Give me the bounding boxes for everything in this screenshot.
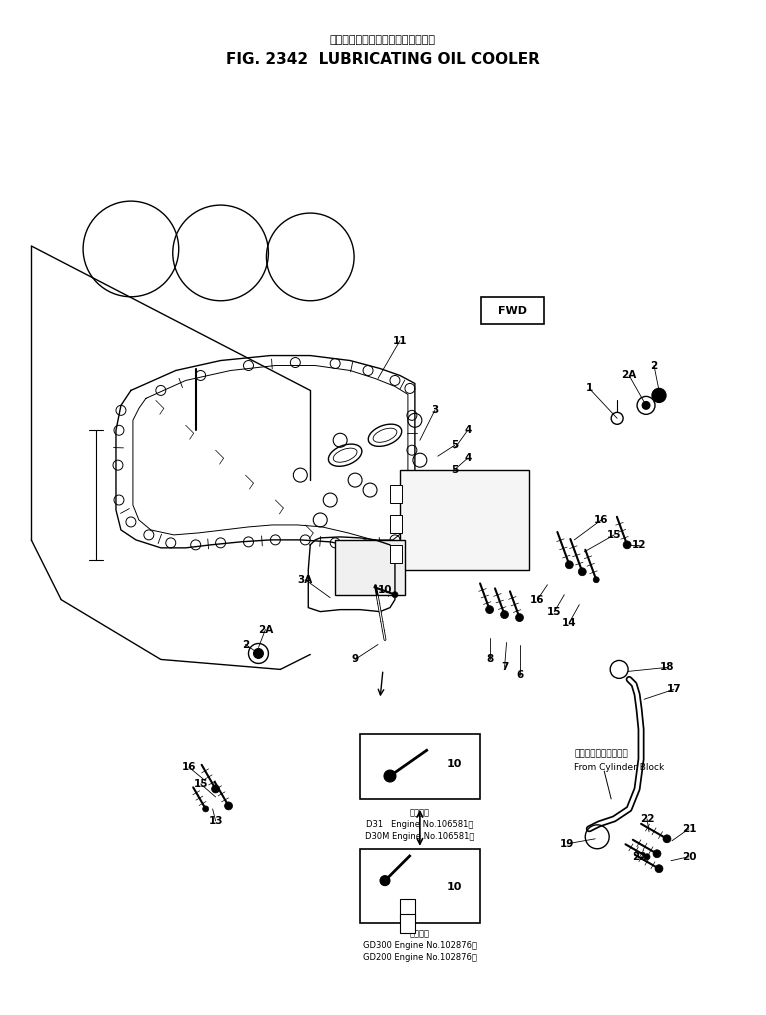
Circle shape <box>392 592 398 598</box>
Circle shape <box>578 567 586 576</box>
Circle shape <box>644 854 650 860</box>
Text: 2A: 2A <box>621 370 637 381</box>
Text: D31   Engine No.106581～: D31 Engine No.106581～ <box>366 820 473 829</box>
Circle shape <box>486 606 493 614</box>
Text: 22: 22 <box>632 852 647 862</box>
Bar <box>336 540 405 595</box>
Text: 2: 2 <box>242 639 249 650</box>
Text: 5: 5 <box>451 465 458 475</box>
Text: 4: 4 <box>464 453 471 463</box>
Bar <box>400 914 415 934</box>
Text: 19: 19 <box>560 838 574 849</box>
Circle shape <box>642 401 650 409</box>
Circle shape <box>224 802 233 810</box>
Ellipse shape <box>373 428 397 443</box>
Bar <box>360 849 480 924</box>
Circle shape <box>516 614 523 621</box>
Ellipse shape <box>329 445 362 466</box>
Text: 13: 13 <box>208 816 223 826</box>
Text: GD200 Engine No.102876～: GD200 Engine No.102876～ <box>363 953 476 962</box>
Circle shape <box>254 649 264 659</box>
Circle shape <box>663 834 671 842</box>
Text: 22: 22 <box>640 814 654 824</box>
Text: 6: 6 <box>516 670 523 680</box>
Text: 5: 5 <box>451 441 458 451</box>
Text: FWD: FWD <box>498 306 527 316</box>
Text: 3A: 3A <box>298 574 313 585</box>
Text: 4: 4 <box>464 425 471 435</box>
Bar <box>390 515 402 533</box>
Text: 1: 1 <box>586 384 593 394</box>
Text: 16: 16 <box>530 595 545 605</box>
Text: 21: 21 <box>682 824 696 834</box>
Text: D30M Engine No.106581～: D30M Engine No.106581～ <box>365 832 475 841</box>
Circle shape <box>203 806 208 812</box>
Bar <box>390 545 402 562</box>
Text: FIG. 2342  LUBRICATING OIL COOLER: FIG. 2342 LUBRICATING OIL COOLER <box>226 52 540 67</box>
Ellipse shape <box>368 424 401 447</box>
Bar <box>400 898 415 919</box>
Ellipse shape <box>333 449 357 462</box>
Text: 20: 20 <box>682 852 696 862</box>
Circle shape <box>211 785 220 793</box>
Text: 15: 15 <box>193 779 208 789</box>
Text: 14: 14 <box>562 617 577 627</box>
Circle shape <box>500 611 509 618</box>
Text: 11: 11 <box>393 336 408 345</box>
Bar <box>390 485 402 503</box>
Text: 12: 12 <box>632 540 647 550</box>
Circle shape <box>565 561 573 568</box>
Text: 18: 18 <box>660 663 674 672</box>
Text: 適用号機: 適用号機 <box>410 929 430 938</box>
Text: 16: 16 <box>594 515 608 525</box>
Text: GD300 Engine No.102876～: GD300 Engine No.102876～ <box>363 941 477 950</box>
Text: 10: 10 <box>447 759 463 769</box>
Text: 15: 15 <box>607 530 621 540</box>
Text: 17: 17 <box>666 684 681 694</box>
Text: 15: 15 <box>547 607 561 617</box>
Circle shape <box>384 770 396 782</box>
Circle shape <box>380 876 390 886</box>
Text: 2: 2 <box>650 360 658 370</box>
Circle shape <box>652 389 666 402</box>
Text: From Cylinder Block: From Cylinder Block <box>574 762 665 771</box>
Circle shape <box>593 577 599 583</box>
Text: 8: 8 <box>486 655 493 665</box>
Text: 2A: 2A <box>258 624 273 634</box>
Circle shape <box>623 541 631 549</box>
Text: 10: 10 <box>378 585 392 595</box>
Text: 適用号機: 適用号機 <box>410 808 430 817</box>
Circle shape <box>655 865 663 873</box>
Text: 10: 10 <box>447 882 463 891</box>
Text: ルーブリケーティングオイルクーラ: ルーブリケーティングオイルクーラ <box>330 35 436 45</box>
Circle shape <box>653 850 661 858</box>
Bar <box>360 734 480 799</box>
Text: 7: 7 <box>501 663 509 672</box>
Text: 16: 16 <box>182 762 196 772</box>
Bar <box>400 470 529 569</box>
Text: 3: 3 <box>431 405 438 415</box>
FancyBboxPatch shape <box>480 296 545 324</box>
Text: 9: 9 <box>352 655 358 665</box>
Text: シリンダブロックから: シリンダブロックから <box>574 750 628 758</box>
